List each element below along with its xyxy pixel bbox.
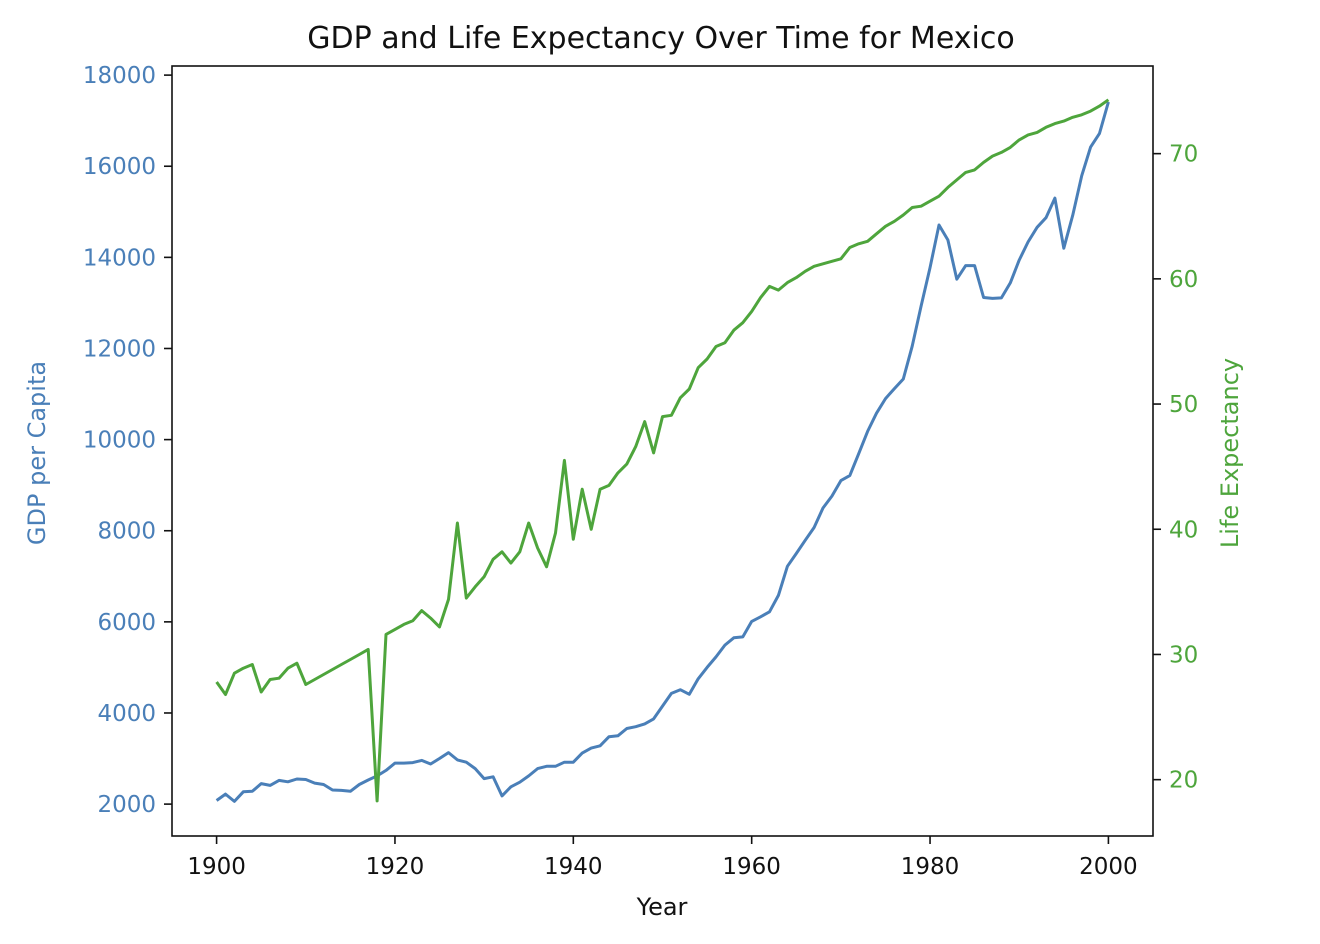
y-left-tick-label: 8000	[97, 519, 156, 545]
series-line-gdp	[215, 101, 1110, 803]
y-left-tick-label: 2000	[97, 792, 156, 818]
y-axis-right: 20 30 40 50 60 70	[1153, 142, 1198, 794]
y-right-tick-label: 20	[1169, 768, 1198, 794]
y-left-tick-label: 14000	[83, 245, 156, 271]
x-tick-label: 1920	[366, 854, 425, 880]
y-axis-left: 2000 4000 6000 8000 10000 12000 14000 16000 1800…	[83, 63, 172, 818]
y-right-tick-label: 30	[1169, 642, 1198, 668]
x-tick-label: 1940	[544, 854, 603, 880]
x-tick-label: 1960	[722, 854, 781, 880]
x-tick-label: 1980	[901, 854, 960, 880]
x-axis: 1900 1920 1940 1960 1980 2000	[187, 836, 1138, 880]
x-axis-title: Year	[636, 893, 688, 921]
y-left-tick-label: 4000	[97, 701, 156, 727]
chart-title: GDP and Life Expectancy Over Time for Me…	[307, 21, 1014, 56]
y-left-tick-label: 10000	[83, 428, 156, 454]
y-left-tick-label: 18000	[83, 63, 156, 89]
series-layer	[215, 98, 1110, 803]
y-left-tick-label: 16000	[83, 154, 156, 180]
y-right-tick-label: 60	[1169, 267, 1198, 293]
x-tick-label: 2000	[1079, 854, 1138, 880]
y-axis-right-title: Life Expectancy	[1216, 358, 1244, 548]
plot-frame	[171, 65, 1154, 837]
y-left-tick-label: 12000	[83, 336, 156, 362]
y-axis-left-title: GDP per Capita	[23, 361, 51, 545]
series-line-life	[215, 98, 1110, 803]
y-right-tick-label: 40	[1169, 517, 1198, 543]
plot-border	[171, 65, 1154, 837]
y-right-tick-label: 50	[1169, 392, 1198, 418]
y-right-tick-label: 70	[1169, 142, 1198, 168]
x-tick-label: 1900	[187, 854, 246, 880]
y-left-tick-label: 6000	[97, 610, 156, 636]
